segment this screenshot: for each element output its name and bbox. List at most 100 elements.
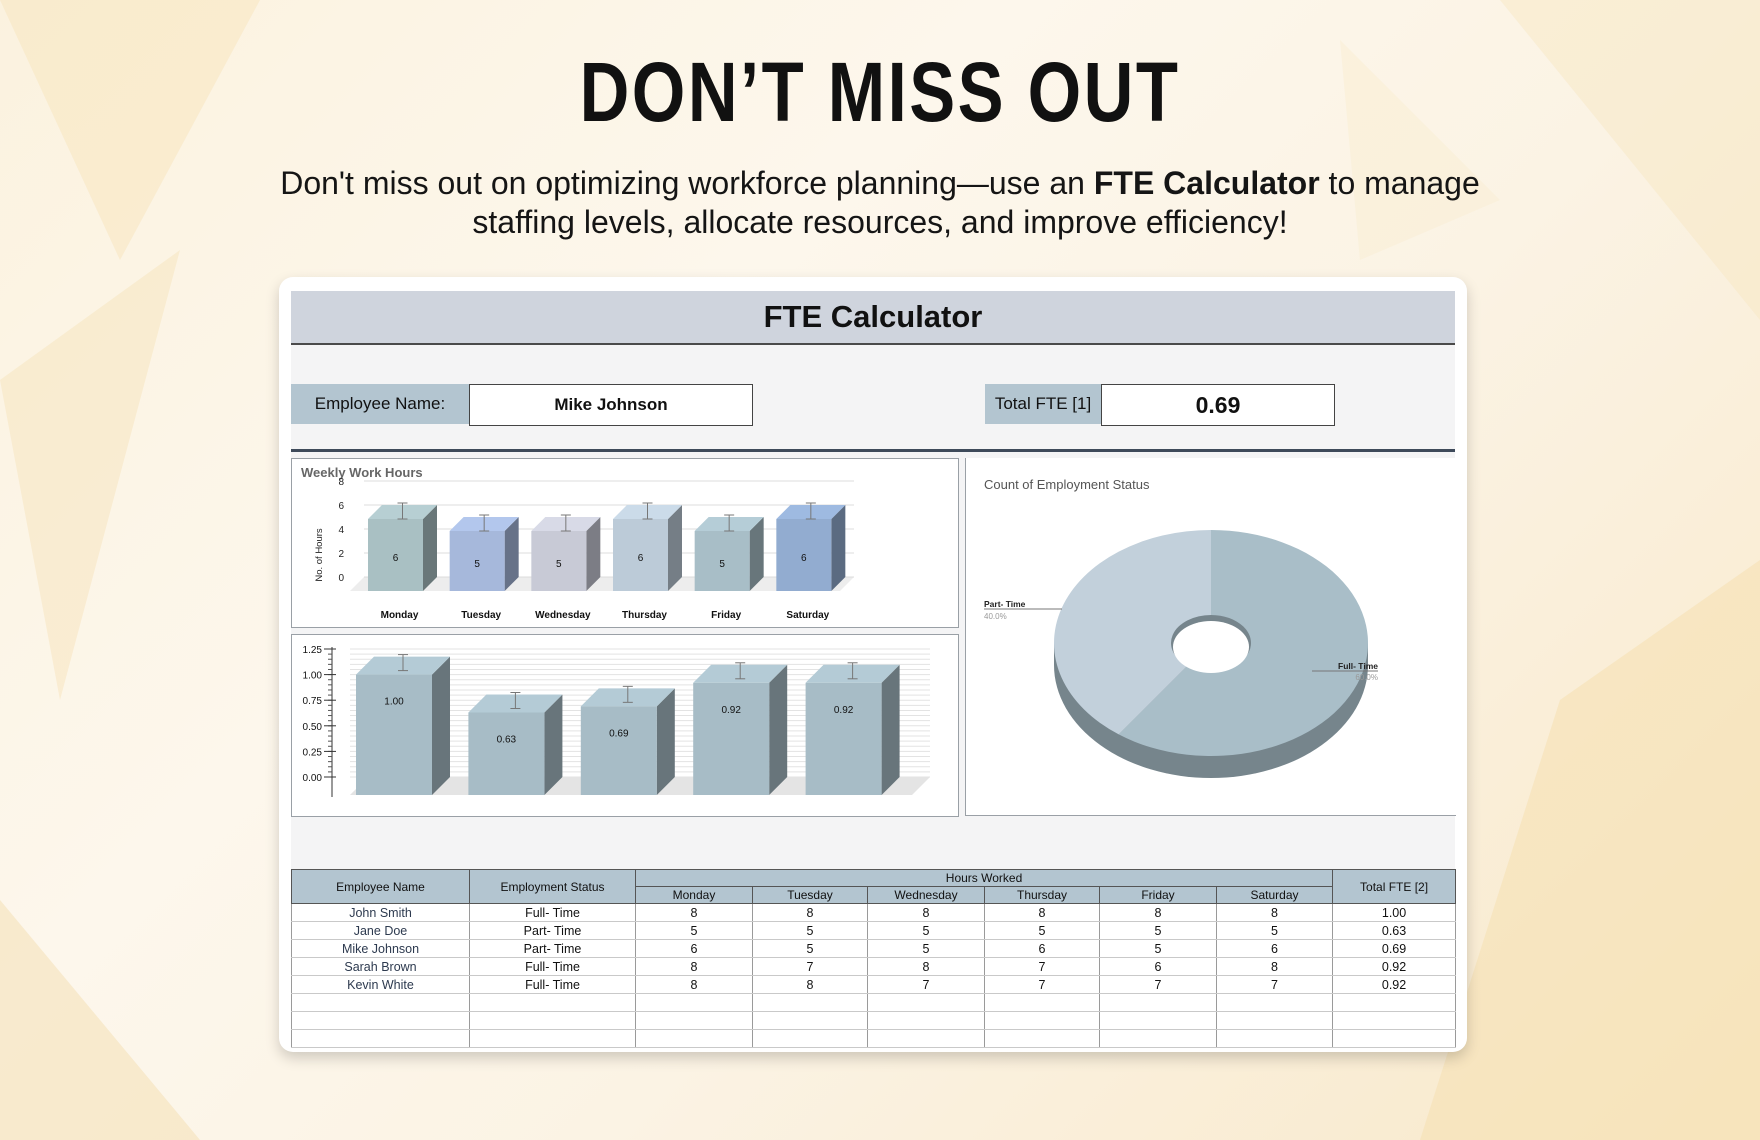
table-row-empty — [291, 1011, 1457, 1030]
table-cell[interactable]: 5 — [635, 921, 753, 940]
table-cell[interactable]: Full- Time — [469, 975, 636, 994]
table-cell[interactable] — [867, 993, 985, 1012]
table-cell[interactable]: 5 — [1099, 939, 1217, 958]
x-tick-label: Monday — [381, 610, 419, 621]
table-cell[interactable] — [469, 1011, 636, 1030]
table-cell[interactable]: 7 — [1099, 975, 1217, 994]
table-cell[interactable]: 8 — [867, 957, 985, 976]
table-cell[interactable] — [867, 1029, 985, 1048]
table-cell[interactable]: 1.00 — [1332, 903, 1457, 922]
promo-headline: DON’T MISS OUT — [579, 45, 1181, 139]
table-cell[interactable]: 8 — [752, 975, 868, 994]
employee-name-field[interactable]: Mike Johnson — [469, 384, 753, 426]
table-cell[interactable]: 8 — [867, 903, 985, 922]
table-cell[interactable]: 8 — [984, 903, 1100, 922]
table-cell[interactable] — [1332, 993, 1457, 1012]
table-cell[interactable]: 5 — [984, 921, 1100, 940]
table-cell[interactable]: 8 — [1215, 903, 1334, 922]
employment-status-chart: Count of Employment Status Part- Time 40.0… — [984, 477, 1378, 778]
table-cell[interactable]: 8 — [635, 957, 753, 976]
table-cell[interactable]: 6 — [1099, 957, 1217, 976]
fte-bar-side — [544, 694, 563, 795]
table-cell[interactable]: 5 — [752, 939, 868, 958]
table-cell[interactable]: 0.63 — [1332, 921, 1457, 940]
data-label: 0.63 — [497, 734, 517, 745]
table-cell[interactable] — [984, 1011, 1100, 1030]
table-cell[interactable]: Mike Johnson — [291, 939, 470, 958]
fte-bar-front — [468, 712, 545, 795]
fte-bar-side — [656, 688, 675, 795]
table-cell[interactable]: 5 — [867, 939, 985, 958]
table-cell[interactable]: 5 — [752, 921, 868, 940]
table-cell[interactable] — [1099, 1011, 1217, 1030]
table-cell[interactable]: Part- Time — [469, 921, 636, 940]
table-cell[interactable]: Kevin White — [291, 975, 470, 994]
table-cell[interactable] — [469, 1029, 636, 1048]
y-tick-label: 0.00 — [303, 773, 323, 784]
table-cell[interactable] — [635, 1011, 753, 1030]
table-cell[interactable]: 6 — [635, 939, 753, 958]
table-cell[interactable]: 5 — [867, 921, 985, 940]
table-cell[interactable]: 5 — [1215, 921, 1334, 940]
table-cell[interactable]: 8 — [1099, 903, 1217, 922]
table-cell[interactable]: 0.92 — [1332, 957, 1457, 976]
table-cell[interactable]: 8 — [1215, 957, 1334, 976]
table-cell[interactable] — [1215, 1029, 1334, 1048]
x-tick-label: Wednesday — [535, 610, 591, 621]
table-cell[interactable]: 8 — [635, 975, 753, 994]
fte-by-employee-chart: 0.00 0.25 0.50 0.75 1.00 1.25 1.00 0.63 0.69 0.92… — [303, 645, 930, 797]
table-cell[interactable]: Full- Time — [469, 957, 636, 976]
table-cell[interactable] — [635, 1029, 753, 1048]
table-cell[interactable] — [291, 1029, 470, 1048]
table-cell[interactable] — [1332, 1011, 1457, 1030]
table-cell[interactable] — [984, 993, 1100, 1012]
table-cell[interactable] — [1099, 1029, 1217, 1048]
table-cell[interactable]: Jane Doe — [291, 921, 470, 940]
table-cell[interactable]: 0.69 — [1332, 939, 1457, 958]
table-cell[interactable] — [867, 1011, 985, 1030]
table-cell[interactable] — [1332, 1029, 1457, 1048]
table-cell[interactable]: 5 — [1099, 921, 1217, 940]
table-cell[interactable]: 7 — [984, 957, 1100, 976]
table-cell[interactable] — [752, 1029, 868, 1048]
fte-sheet: FTE Calculator Employee Name: Mike Johns… — [291, 291, 1457, 1048]
bar-monday — [368, 505, 437, 591]
table-cell[interactable]: Full- Time — [469, 903, 636, 922]
table-cell[interactable]: 7 — [984, 975, 1100, 994]
table-cell[interactable] — [1099, 993, 1217, 1012]
table-cell[interactable] — [1215, 1011, 1334, 1030]
table-cell[interactable]: 7 — [1215, 975, 1334, 994]
table-row: Sarah Brown Full- Time 8 7 8 7 6 8 0.92 — [291, 957, 1457, 976]
error-bar — [642, 502, 653, 520]
table-cell[interactable] — [984, 1029, 1100, 1048]
table-cell[interactable]: 6 — [1215, 939, 1334, 958]
table-cell[interactable] — [469, 993, 636, 1012]
data-label: 0.69 — [609, 728, 629, 739]
table-cell[interactable] — [635, 993, 753, 1012]
fte-bar-front — [693, 682, 770, 795]
table-cell[interactable] — [752, 993, 868, 1012]
error-bar — [397, 502, 408, 520]
table-cell[interactable]: Part- Time — [469, 939, 636, 958]
fte-chart-panel: 0.00 0.25 0.50 0.75 1.00 1.25 1.00 0.63 0.69 0.92… — [291, 634, 959, 817]
table-cell[interactable] — [1215, 993, 1334, 1012]
y-tick-label: 4 — [338, 525, 344, 536]
table-cell[interactable]: 8 — [752, 903, 868, 922]
col-header-thursday: Thursday — [984, 886, 1100, 904]
table-cell[interactable]: 0.92 — [1332, 975, 1457, 994]
subtitle-highlight: FTE Calculator — [1093, 165, 1320, 201]
table-cell[interactable]: 8 — [635, 903, 753, 922]
y-tick-label: 1.00 — [303, 671, 323, 682]
table-cell[interactable]: Sarah Brown — [291, 957, 470, 976]
table-cell[interactable]: 7 — [867, 975, 985, 994]
table-cell[interactable] — [752, 1011, 868, 1030]
table-cell[interactable] — [291, 993, 470, 1012]
table-cell[interactable]: John Smith — [291, 903, 470, 922]
error-bar — [622, 685, 633, 703]
table-cell[interactable]: 7 — [752, 957, 868, 976]
table-cell[interactable]: 6 — [984, 939, 1100, 958]
bar-wednesday-front — [531, 531, 587, 591]
data-label: 0.92 — [834, 705, 854, 716]
error-bar — [398, 654, 408, 672]
table-cell[interactable] — [291, 1011, 470, 1030]
